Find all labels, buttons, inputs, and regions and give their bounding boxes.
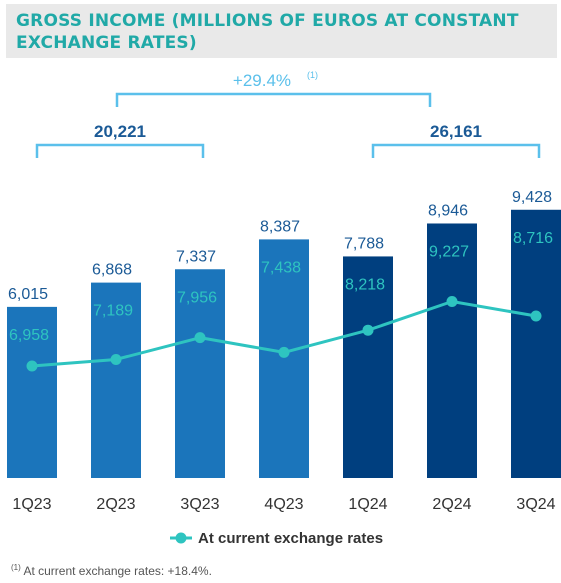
bar-value-label: 7,337 bbox=[176, 248, 216, 265]
period-total-label: 20,221 bbox=[94, 122, 146, 141]
line-value-label: 8,716 bbox=[513, 230, 553, 247]
line-point-4q23 bbox=[278, 346, 290, 358]
bar-value-label: 8,387 bbox=[260, 218, 300, 235]
line-point-1q23 bbox=[26, 360, 38, 372]
line-point-3q24 bbox=[530, 310, 542, 322]
bar-2q23 bbox=[91, 282, 141, 478]
growth-label: +29.4% bbox=[233, 71, 291, 90]
line-value-label: 6,958 bbox=[9, 327, 49, 344]
bar-1q23 bbox=[7, 306, 57, 478]
footnote-text: At current exchange rates: +18.4%. bbox=[20, 564, 212, 578]
chart-title: GROSS INCOME (MILLIONS OF EUROS AT CONST… bbox=[16, 11, 519, 53]
title-background: GROSS INCOME (MILLIONS OF EUROS AT CONST… bbox=[6, 4, 557, 58]
footnote-marker: (1) bbox=[11, 563, 21, 572]
line-value-label: 8,218 bbox=[345, 276, 385, 293]
legend-marker-icon bbox=[175, 532, 187, 544]
bar-4q23 bbox=[259, 239, 309, 478]
line-value-label: 7,956 bbox=[177, 289, 217, 306]
bar-value-label: 6,868 bbox=[92, 262, 132, 279]
period-total-label: 26,161 bbox=[430, 122, 482, 141]
x-tick-label: 1Q24 bbox=[348, 496, 387, 513]
x-tick-label: 2Q24 bbox=[432, 496, 471, 513]
x-tick-label: 1Q23 bbox=[12, 496, 51, 513]
line-point-3q23 bbox=[194, 332, 206, 344]
x-tick-label: 4Q23 bbox=[264, 496, 303, 513]
bar-2q24 bbox=[427, 223, 477, 478]
bar-value-label: 7,788 bbox=[344, 235, 384, 252]
bar-3q23 bbox=[175, 269, 225, 478]
x-tick-label: 2Q23 bbox=[96, 496, 135, 513]
bar-value-label: 8,946 bbox=[428, 202, 468, 219]
footnote: (1) At current exchange rates: +18.4%. bbox=[11, 563, 212, 578]
x-tick-label: 3Q23 bbox=[180, 496, 219, 513]
growth-bracket bbox=[115, 92, 432, 107]
bar-3q24 bbox=[511, 209, 561, 478]
legend-label: At current exchange rates bbox=[198, 530, 383, 547]
line-point-2q24 bbox=[446, 295, 458, 307]
bar-1q24 bbox=[343, 256, 393, 478]
growth-footnote-marker: (1) bbox=[307, 70, 318, 80]
period-bracket bbox=[371, 143, 541, 158]
bar-value-label: 6,015 bbox=[8, 286, 48, 303]
line-point-2q23 bbox=[110, 353, 122, 365]
line-value-label: 7,189 bbox=[93, 303, 133, 320]
line-value-label: 7,438 bbox=[261, 259, 301, 276]
bar-value-label: 9,428 bbox=[512, 189, 552, 206]
line-point-1q24 bbox=[362, 324, 374, 336]
x-tick-label: 3Q24 bbox=[516, 496, 555, 513]
line-value-label: 9,227 bbox=[429, 243, 469, 260]
period-bracket bbox=[35, 143, 205, 158]
